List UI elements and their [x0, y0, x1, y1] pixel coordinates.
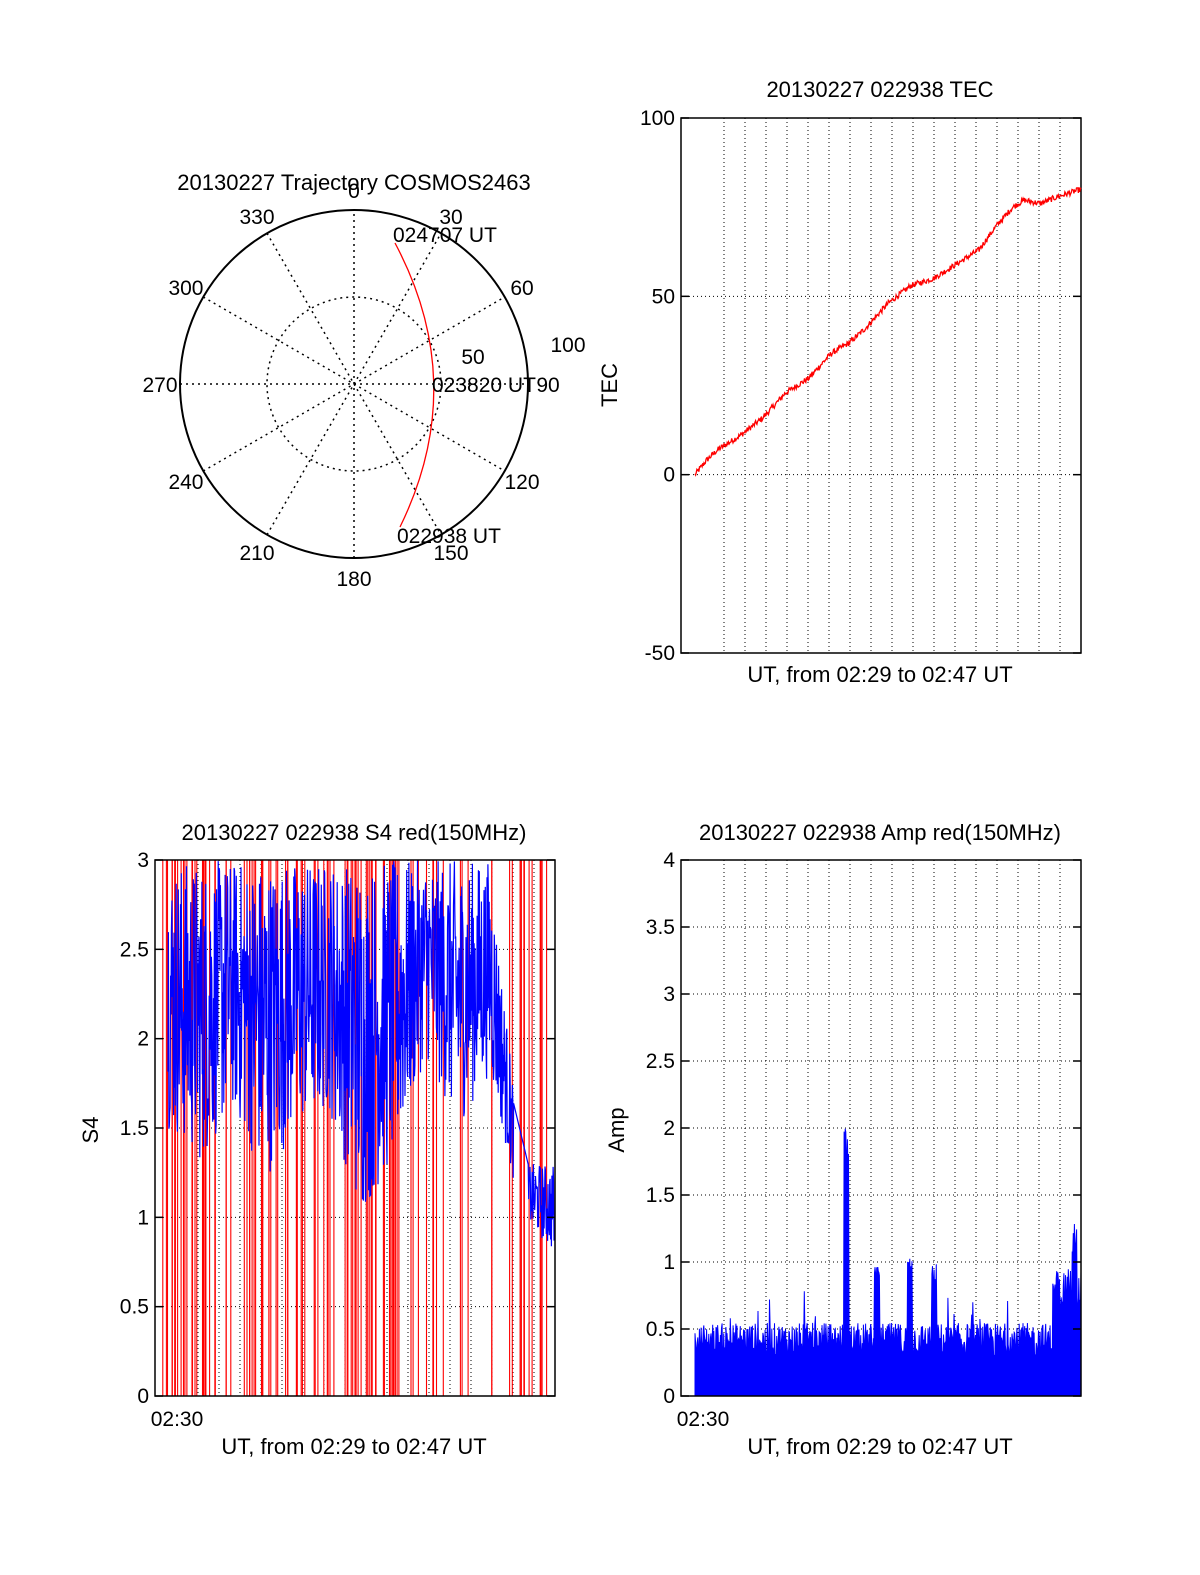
y-tick-label: 1 — [137, 1206, 149, 1229]
polar-angle-label: 240 — [168, 471, 203, 494]
amp-chart: 20130227 022938 Amp red(150MHz) 0 0.5 1 1.5… — [604, 820, 1082, 1459]
s4-y-axis-label: S4 — [78, 1117, 103, 1144]
polar-chart: 20130227 Trajectory COSMOS2463 0 30 60 90 12… — [142, 170, 585, 591]
amp-y-axis-label: Amp — [604, 1107, 629, 1152]
polar-angle-label: 150 — [433, 542, 468, 565]
trajectory-label-mid: 023820 UT — [432, 374, 536, 397]
polar-angle-label: 270 — [142, 374, 177, 397]
y-tick-label: 0.5 — [120, 1296, 149, 1319]
polar-angle-labels: 0 30 60 90 120 150 180 210 240 270 300 330 — [142, 180, 559, 591]
amp-title: 20130227 022938 Amp red(150MHz) — [699, 820, 1061, 845]
polar-angle-label: 0 — [348, 180, 360, 203]
polar-angle-label: 90 — [536, 374, 559, 397]
y-tick-label: 100 — [640, 107, 675, 130]
s4-x-axis-label: UT, from 02:29 to 02:47 UT — [221, 1434, 486, 1459]
amp-x-tick-label: 02:30 — [677, 1408, 730, 1431]
y-tick-label: 2.5 — [646, 1050, 675, 1073]
s4-x-tick-label: 02:30 — [151, 1408, 204, 1431]
y-tick-label: 3 — [137, 849, 149, 872]
polar-title: 20130227 Trajectory COSMOS2463 — [177, 170, 530, 195]
tec-plot-frame — [680, 117, 1082, 654]
polar-angle-label: 120 — [504, 471, 539, 494]
y-tick-label: 2 — [663, 1117, 675, 1140]
polar-angle-label: 210 — [239, 542, 274, 565]
trajectory-label-end: 024707 UT — [393, 224, 497, 247]
tec-x-axis-label: UT, from 02:29 to 02:47 UT — [747, 662, 1012, 687]
polar-inner-ring — [266, 296, 442, 472]
amp-y-ticks: 0 0.5 1 1.5 2 2.5 3 3.5 4 — [646, 849, 1081, 1408]
polar-angle-label: 30 — [439, 206, 462, 229]
polar-angle-label: 60 — [510, 277, 533, 300]
y-tick-label: -50 — [645, 642, 675, 665]
y-tick-label: 0 — [137, 1385, 149, 1408]
y-tick-label: 2.5 — [120, 938, 149, 961]
tec-series-line — [694, 187, 1082, 477]
polar-angle-label: 300 — [168, 277, 203, 300]
polar-grid — [179, 209, 529, 559]
polar-spoke — [266, 232, 442, 536]
y-tick-label: 50 — [652, 285, 675, 308]
polar-angle-label: 180 — [336, 568, 371, 591]
tec-y-ticks: -50 0 50 100 — [640, 107, 1081, 665]
y-tick-label: 1 — [663, 1251, 675, 1274]
y-tick-label: 0 — [663, 464, 675, 487]
polar-spokes — [180, 210, 528, 558]
y-tick-label: 1.5 — [120, 1117, 149, 1140]
s4-title: 20130227 022938 S4 red(150MHz) — [182, 820, 527, 845]
y-tick-label: 2 — [137, 1028, 149, 1051]
tec-title: 20130227 022938 TEC — [766, 77, 993, 102]
s4-blue-series — [167, 860, 555, 1247]
y-tick-label: 0 — [663, 1385, 675, 1408]
amp-x-axis-label: UT, from 02:29 to 02:47 UT — [747, 1434, 1012, 1459]
trajectory-label-start: 022938 UT — [397, 525, 501, 548]
radial-label-50: 50 — [461, 346, 484, 369]
tec-chart: 20130227 022938 TEC -50 0 50 100 TEC UT, fr… — [597, 77, 1082, 687]
y-tick-label: 1.5 — [646, 1184, 675, 1207]
y-tick-label: 3.5 — [646, 916, 675, 939]
y-tick-label: 3 — [663, 983, 675, 1006]
trajectory-line — [394, 242, 435, 528]
tec-y-axis-label: TEC — [597, 363, 622, 407]
tec-grid — [681, 118, 1081, 653]
radial-label-100: 100 — [550, 334, 585, 357]
amp-grid — [681, 860, 1081, 1396]
amp-series-area — [694, 1128, 1082, 1397]
s4-y-ticks: 0 0.5 1 1.5 2 2.5 3 — [120, 849, 555, 1408]
polar-angle-label: 330 — [239, 206, 274, 229]
y-tick-label: 0.5 — [646, 1318, 675, 1341]
s4-chart: 20130227 022938 S4 red(150MHz) 0 0.5 1 1.5 2… — [78, 820, 556, 1459]
y-tick-label: 4 — [663, 849, 675, 872]
